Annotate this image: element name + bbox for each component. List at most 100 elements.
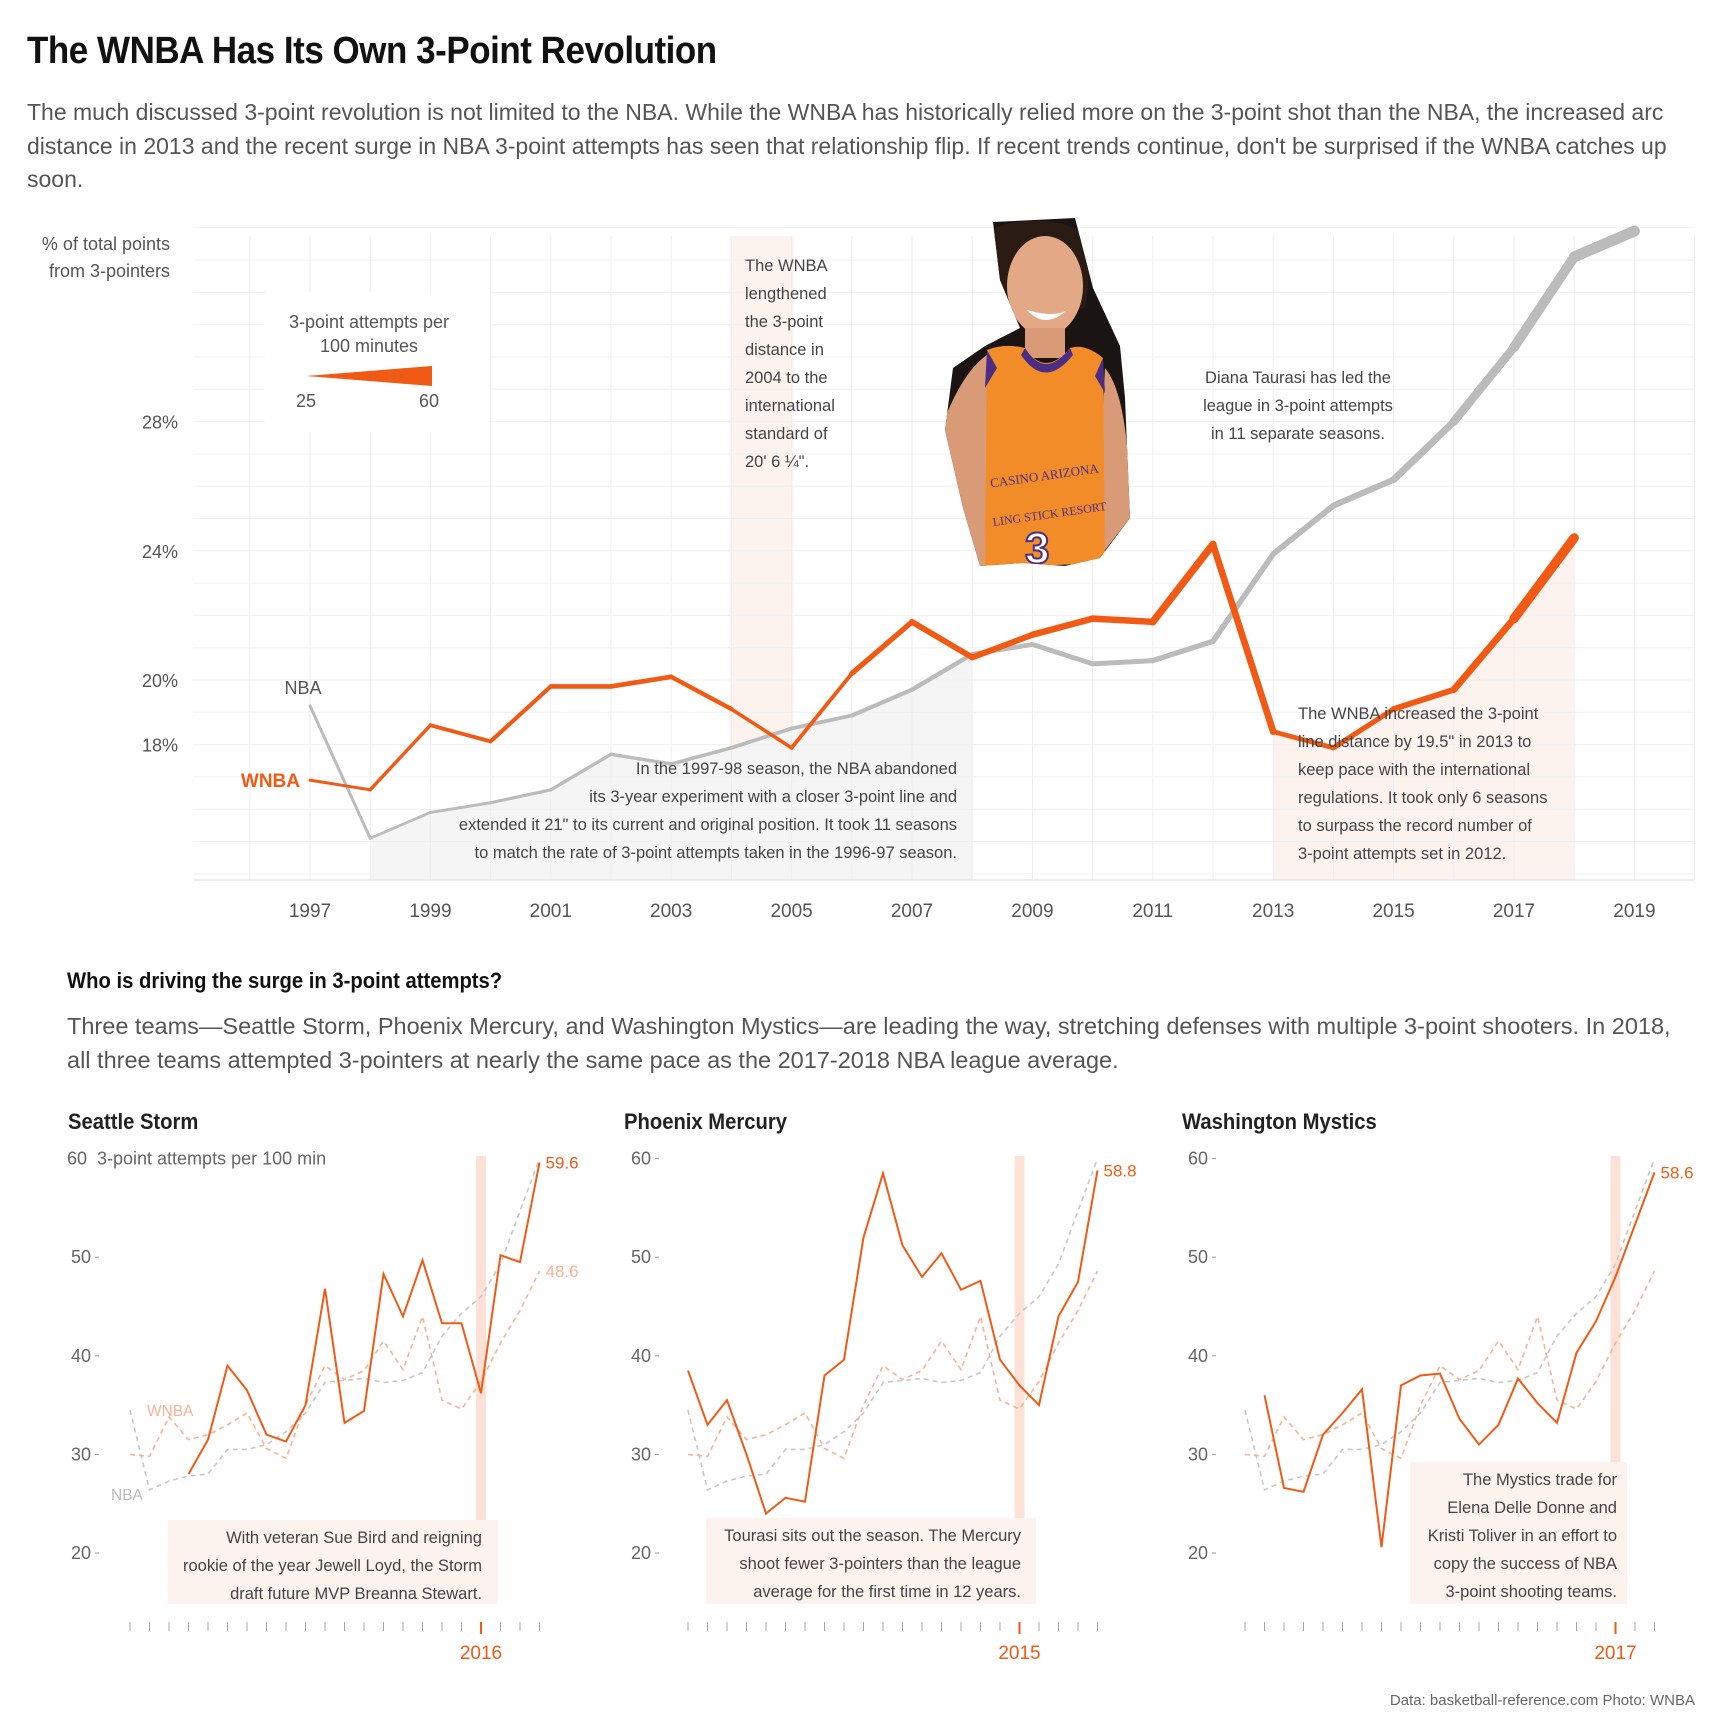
note-line: shoot fewer 3-pointers than the league [739,1555,1021,1573]
x-tick-label: 2003 [650,901,692,922]
y-tick-label: 28% [142,413,178,433]
wnba-series-label: WNBA [241,771,300,792]
nba-line-segment [368,811,432,840]
y-tick-label: 60 [631,1149,651,1169]
nba-line-segment [308,704,372,840]
y-tick-label: 50 [1188,1247,1208,1267]
annotation-taurasi-line: Diana Taurasi has led the [1205,369,1391,387]
nba-average-line [687,1158,1099,1492]
note-line: With veteran Sue Bird and reigning [226,1529,482,1547]
annotation-2013-line: 3-point attempts set in 2012. [1298,845,1506,863]
nba-line-segment [909,651,975,692]
y-tick-label: 30 [1188,1444,1208,1464]
y-tick-label: 20 [71,1543,91,1563]
team-line [687,1169,1099,1516]
annotation-2013-line: line distance by 19.5" in 2013 to [1298,733,1531,751]
panel-title: Phoenix Mercury [624,1110,787,1134]
x-tick-label: 2011 [1132,901,1173,922]
player-photo: CASINO ARIZONA LING STICK RESORT 3 [945,218,1130,573]
y-tick-label: 18% [142,736,178,756]
wnba-line-segment [1029,615,1096,638]
wnba-line-segment [1509,533,1579,624]
panel-title: Seattle Storm [68,1110,198,1134]
wnba-line-segment [1270,729,1336,751]
y-tick-label: 60 [1188,1149,1208,1169]
nba-line-segment [729,726,794,750]
note-line: Tourasi sits out the season. The Mercury [724,1527,1022,1545]
note-line: rookie of the year Jewell Loyd, the Stor… [183,1557,482,1575]
note-box [168,1520,498,1604]
nba-panel-label: NBA [111,1487,144,1504]
page-title: The WNBA Has Its Own 3-Point Revolution [27,30,717,72]
wnba-line-segment [849,619,915,677]
annotation-2013-line: keep pace with the international [1298,761,1530,779]
annotation-2004-line: distance in [745,341,824,359]
nba-series-label: NBA [284,678,321,698]
x-tick-label: 1999 [409,901,451,922]
y-axis-label: 3-point attempts per 100 min [97,1149,326,1169]
note-line: average for the first time in 12 years. [753,1583,1021,1601]
nba-line-segment [1449,343,1519,426]
nba-average-line [129,1158,541,1492]
wnba-line-segment [308,778,372,792]
annotation-2004-line: standard of [745,425,828,443]
note-line: The Mystics trade for [1463,1471,1618,1489]
wnba-line-segment [1089,615,1157,626]
team-end-label: 59.6 [546,1154,579,1173]
legend-wedge [306,366,432,386]
wnba-line-segment [1450,615,1518,694]
annotation-taurasi-line: league in 3-point attempts [1203,397,1393,415]
note-line: Elena Delle Donne and [1447,1499,1617,1517]
legend-max: 60 [419,391,439,411]
nba-line-segment [1568,225,1640,263]
highlight-year-label: 2017 [1594,1643,1636,1664]
highlight-year-label: 2016 [460,1643,502,1664]
y-axis-label-1: % of total points [42,234,170,254]
wnba-line-segment [608,674,674,689]
section2-title: Who is driving the surge in 3-point atte… [67,968,503,993]
annotation-1997-line: to match the rate of 3-point attempts ta… [475,844,957,862]
wnba-line-segment [909,618,976,661]
wnba-panel-label: WNBA [147,1403,194,1420]
nba-line-segment [1330,476,1397,509]
panel-title: Washington Mystics [1182,1110,1377,1134]
annotation-2004-line: The WNBA [745,257,828,275]
y-tick-label: 50 [631,1247,651,1267]
annotation-1997-line: its 3-year experiment with a closer 3-po… [589,788,957,806]
legend-box [265,292,490,432]
annotation-taurasi-line: in 11 separate seasons. [1211,425,1385,443]
y-tick-label: 40 [1188,1346,1208,1366]
wnba-end-label: 48.6 [546,1262,579,1281]
wnba-line-segment [969,631,1036,661]
nba-line-segment [1390,418,1458,484]
nba-line-segment [849,687,915,718]
y-tick-label: 20 [631,1543,651,1563]
wnba-average-line [129,1270,541,1460]
wnba-line-segment [428,723,493,744]
highlight-bar [1610,1156,1621,1604]
nba-line-segment [1029,642,1096,667]
y-tick-label: 24% [142,542,178,562]
x-tick-label: 2019 [1613,901,1655,922]
annotation-2013-line: to surpass the record number of [1298,817,1532,835]
section2-subtitle: Three teams—Seattle Storm, Phoenix Mercu… [67,1013,1671,1073]
team-end-label: 58.8 [1104,1161,1137,1180]
wnba-line-segment [368,723,433,792]
note-box [1410,1462,1627,1604]
legend-min: 25 [296,391,316,411]
wnba-line-segment [1209,540,1277,736]
annotation-2004-line: 20' 6 ¼". [745,453,809,471]
nba-line-segment [428,801,493,814]
jersey-number: 3 [1025,524,1049,573]
nba-line-segment [1210,551,1276,645]
annotation-1997-line: extended it 21" to its current and origi… [459,816,957,834]
y-tick-label: 60 [67,1149,87,1169]
annotation-2004-line: international [745,397,835,415]
team-end-label: 58.6 [1661,1163,1694,1182]
wnba-line-segment [668,674,734,712]
y-tick-label: 20% [142,671,178,691]
wnba-line-segment [1390,686,1457,712]
wnba-line-segment [789,671,854,750]
x-tick-label: 2007 [891,901,933,922]
nba-line-segment [1150,638,1216,664]
